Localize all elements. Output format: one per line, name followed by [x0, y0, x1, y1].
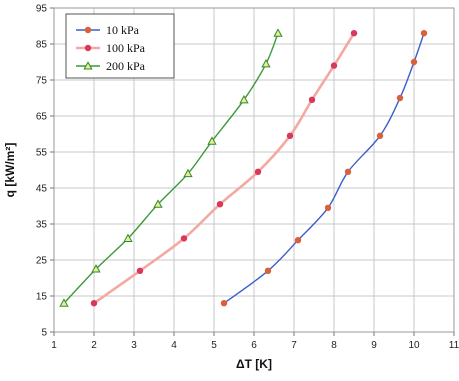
data-point: [59, 298, 69, 307]
x-tick-label: 10: [408, 340, 420, 351]
legend-box: [65, 13, 175, 79]
y-tick-label: 65: [36, 112, 48, 123]
data-point: [91, 264, 101, 273]
series-2: [59, 28, 283, 307]
legend-label: 100 kPa: [106, 41, 146, 55]
data-point: [254, 168, 262, 175]
data-point: [286, 132, 294, 139]
y-axis-ticks: 5 15 25 35 45 55 65 75 85 95: [36, 4, 54, 339]
data-point: [220, 300, 228, 307]
legend-marker: [83, 61, 93, 70]
y-tick-label: 75: [36, 76, 48, 87]
x-axis-title: ΔT [K]: [236, 357, 272, 371]
legend-marker: [84, 26, 92, 34]
y-axis-title: q [kW/m²]: [3, 143, 17, 198]
x-tick-label: 2: [91, 340, 97, 351]
data-point: [294, 237, 302, 244]
data-point: [90, 300, 98, 307]
y-tick-label: 95: [36, 4, 48, 15]
data-point: [396, 94, 404, 102]
series-1: [90, 30, 358, 307]
data-point: [273, 28, 283, 37]
x-tick-label: 3: [131, 340, 137, 351]
data-point: [207, 136, 217, 145]
series-0: [220, 30, 428, 307]
data-point: [350, 30, 358, 37]
y-tick-label: 55: [36, 148, 48, 159]
legend-marker: [84, 44, 92, 52]
y-tick-label: 25: [36, 256, 48, 267]
series-layer: [59, 28, 428, 307]
legend-label: 200 kPa: [106, 59, 146, 73]
x-tick-label: 4: [171, 340, 177, 351]
x-tick-label: 8: [331, 340, 337, 351]
y-tick-label: 35: [36, 220, 48, 231]
data-point: [324, 204, 332, 211]
y-tick-label: 45: [36, 184, 48, 195]
data-point: [308, 96, 316, 104]
x-tick-label: 11: [449, 340, 459, 351]
y-tick-label: 85: [36, 40, 48, 51]
data-point: [216, 201, 224, 208]
data-point: [123, 233, 133, 242]
x-tick-label: 6: [251, 340, 257, 351]
data-point: [344, 168, 352, 175]
data-point: [180, 235, 188, 242]
y-tick-label: 15: [36, 292, 48, 303]
x-tick-label: 9: [371, 340, 377, 351]
data-point: [420, 30, 428, 37]
data-point: [264, 267, 272, 274]
data-point: [239, 94, 249, 104]
data-point: [153, 199, 163, 208]
data-point: [261, 58, 271, 68]
data-point: [330, 62, 338, 69]
x-tick-label: 7: [291, 340, 297, 351]
x-tick-label: 5: [211, 340, 217, 351]
x-axis-ticks: 1 2 3 4 5 6 7 8 9 10 11: [51, 332, 459, 351]
data-point: [183, 168, 193, 178]
data-point: [376, 132, 384, 139]
data-point: [136, 267, 144, 274]
data-point: [410, 58, 418, 66]
x-tick-label: 1: [51, 340, 57, 351]
legend-label: 10 kPa: [106, 23, 140, 37]
y-tick-label: 5: [41, 328, 47, 339]
legend: 10 kPa 100 kPa 200 kPa: [65, 13, 175, 79]
